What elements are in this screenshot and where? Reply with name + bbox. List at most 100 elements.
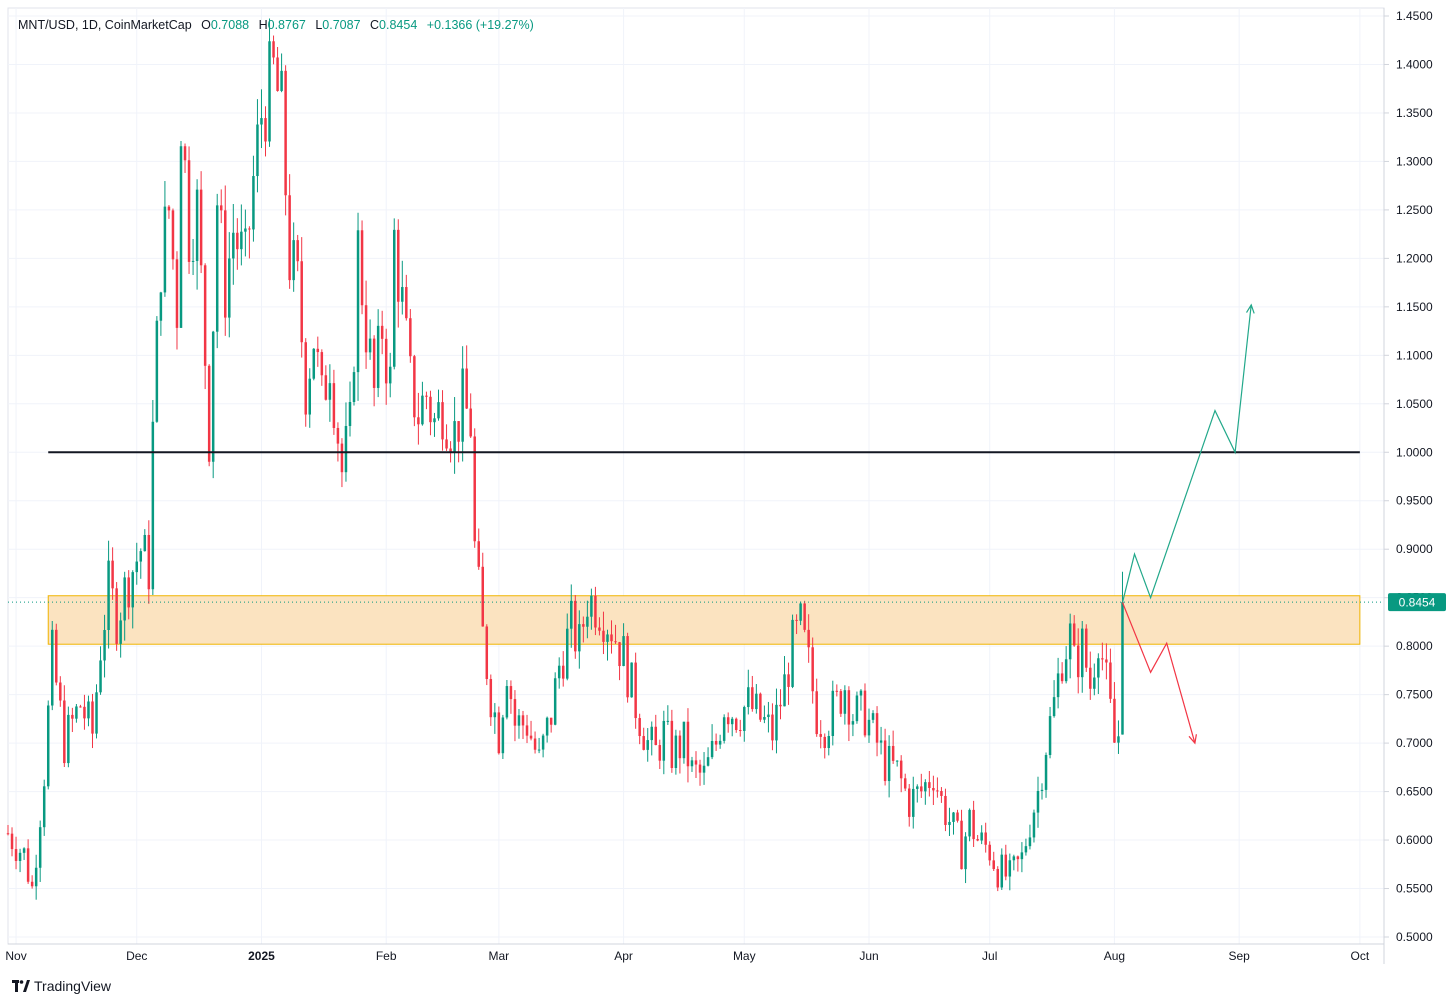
candle [815, 678, 818, 737]
candle [622, 623, 625, 667]
candle-body [614, 641, 617, 643]
candle-body [392, 229, 396, 367]
symbol-label[interactable]: MNT/USD, 1D, CoinMarketCap [18, 18, 192, 32]
candle [582, 616, 585, 643]
candle [670, 709, 674, 773]
candle-body [1121, 602, 1124, 735]
candle [779, 689, 782, 720]
candle [747, 669, 750, 715]
candle-body [903, 778, 907, 789]
candle-body [175, 259, 179, 328]
candle [296, 234, 299, 272]
bearish-projection-path [1121, 602, 1196, 744]
candle-body [368, 338, 372, 353]
legend-header: MNT/USD, 1D, CoinMarketCap O0.7088 H0.87… [18, 18, 534, 32]
candle [928, 770, 931, 797]
candle [417, 392, 420, 445]
candle-body [791, 619, 794, 687]
price-axis[interactable]: 1.4500 1.4000 1.3500 1.3000 1.2500 1.2000 1.15… [1383, 8, 1446, 964]
candle [944, 788, 947, 832]
candle [835, 684, 839, 697]
candle [1117, 720, 1120, 754]
candle-body [875, 713, 879, 743]
candle-body [316, 348, 320, 353]
candle [964, 832, 967, 884]
candle-body [292, 240, 295, 281]
candle [871, 710, 875, 724]
candle [795, 614, 798, 635]
candle-body [171, 210, 175, 260]
candle [481, 552, 485, 627]
candle-body [739, 730, 742, 732]
candle [79, 704, 82, 708]
candle [388, 352, 392, 398]
candle [42, 779, 46, 836]
price-tick-label: 1.0500 [1396, 397, 1433, 411]
candle-body [417, 417, 420, 425]
price-tick-label: 0.5500 [1396, 882, 1433, 896]
candle-body [887, 745, 891, 782]
price-tick-label: 1.2000 [1396, 251, 1433, 265]
candle [654, 714, 658, 746]
candle-body [566, 628, 569, 679]
candle [288, 174, 291, 289]
candle-body [730, 718, 734, 725]
candle-body [224, 210, 227, 318]
candle-body [630, 662, 633, 698]
candle [618, 641, 621, 681]
candle-body [481, 566, 485, 627]
candle-body [22, 848, 26, 853]
candle [248, 226, 251, 259]
candle-body [388, 366, 392, 384]
candle-body [244, 228, 247, 232]
candle [916, 784, 919, 803]
candle [75, 704, 78, 723]
candle-body [312, 348, 316, 379]
candle-body [779, 704, 782, 707]
tradingview-brand[interactable]: TradingView [12, 978, 111, 994]
candle [55, 623, 58, 686]
candle [203, 263, 207, 390]
high-label: H [258, 18, 268, 32]
candle [320, 349, 324, 386]
candle [996, 866, 1000, 892]
candle-body [360, 230, 364, 306]
candle-body [811, 647, 814, 692]
candle [594, 586, 597, 636]
candle-body [517, 715, 521, 726]
candle-body [276, 57, 279, 91]
candle [453, 397, 456, 474]
candle-body [219, 205, 223, 211]
candle-body [55, 629, 58, 683]
candle-body [1032, 812, 1036, 838]
candle-body [340, 443, 344, 473]
candle-body [1056, 673, 1060, 698]
candle [167, 205, 171, 219]
candle-body [932, 788, 935, 791]
candle [83, 694, 86, 730]
time-axis[interactable]: Nov Dec 2025 Feb Mar Apr May Jun Jul Aug Sep Oct [5, 943, 1384, 963]
candle-body [167, 206, 171, 211]
candle [1068, 613, 1072, 679]
candle [924, 779, 927, 805]
candle-body [944, 795, 947, 825]
candle [992, 851, 995, 871]
candle [662, 710, 666, 775]
candle [626, 632, 629, 703]
candle [336, 422, 340, 462]
candle-body [722, 717, 726, 741]
candle [887, 735, 891, 798]
candle-body [232, 232, 235, 259]
candle-body [228, 258, 231, 318]
candle-body [1040, 789, 1044, 791]
candle [903, 773, 907, 791]
candle [445, 424, 448, 451]
candle [791, 614, 794, 689]
candle-body [87, 701, 90, 719]
candle-body [18, 852, 22, 861]
candle-body [413, 356, 416, 418]
candle-body [1008, 860, 1012, 877]
candle [372, 335, 376, 407]
candle-body [215, 205, 219, 332]
